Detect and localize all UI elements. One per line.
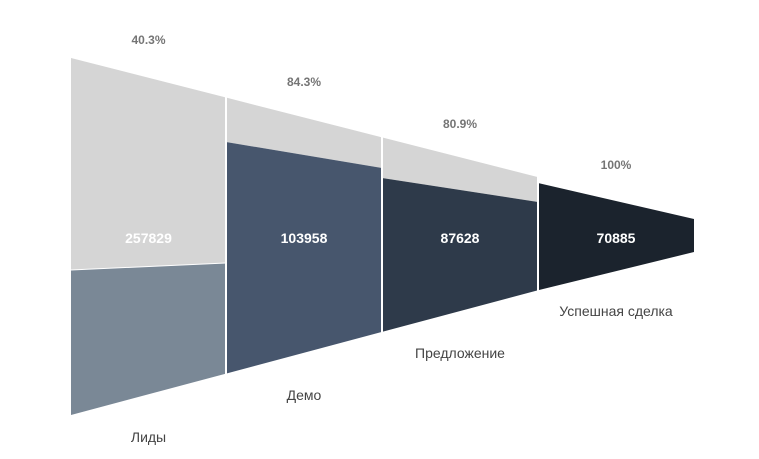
funnel-segment-1 [71,263,226,415]
segment-seam [70,262,227,271]
conversion-label-4: 100% [601,158,632,172]
value-label-2: 103958 [281,230,328,246]
conversion-label-3: 80.9% [443,117,477,131]
funnel-segment-3 [382,178,538,332]
funnel-segment-2 [226,142,382,374]
value-label-3: 87628 [441,230,480,246]
conversion-label-2: 84.3% [287,75,321,89]
category-label-4: Успешная сделка [559,303,673,319]
funnel-segment-4 [538,183,694,291]
category-label-3: Предложение [415,345,505,361]
funnel-remainder-1 [71,58,226,270]
funnel-remainder-2 [226,97,382,168]
funnel-remainder-3 [382,137,538,202]
category-label-1: Лиды [131,429,166,445]
value-label-1: 257829 [125,230,172,246]
category-label-2: Демо [287,387,322,403]
conversion-label-1: 40.3% [131,33,165,47]
value-label-4: 70885 [597,230,636,246]
